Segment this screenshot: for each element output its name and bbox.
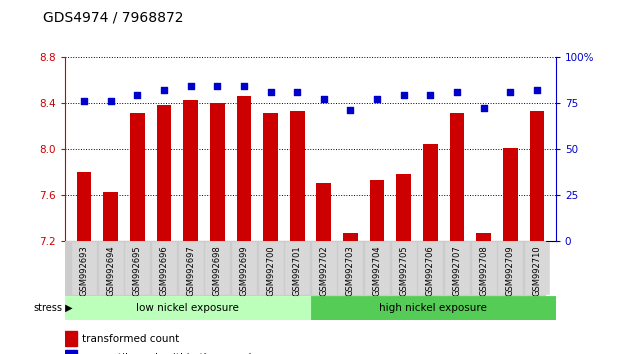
Bar: [285, 242, 309, 295]
Bar: [392, 242, 416, 295]
Point: [132, 92, 142, 98]
Text: GSM992701: GSM992701: [292, 245, 302, 296]
Text: GSM992697: GSM992697: [186, 245, 195, 296]
Bar: [370, 180, 384, 241]
Bar: [237, 96, 251, 241]
Text: GSM992708: GSM992708: [479, 245, 488, 296]
Point: [212, 83, 222, 89]
Text: GSM992710: GSM992710: [533, 245, 542, 296]
Bar: [445, 242, 469, 295]
Text: low nickel exposure: low nickel exposure: [137, 303, 239, 313]
Bar: [312, 242, 336, 295]
Bar: [130, 113, 145, 241]
Bar: [263, 113, 278, 241]
Text: GSM992698: GSM992698: [212, 245, 222, 296]
Text: high nickel exposure: high nickel exposure: [379, 303, 487, 313]
Text: GSM992700: GSM992700: [266, 245, 275, 296]
Bar: [103, 192, 118, 241]
Point: [106, 98, 116, 104]
Bar: [310, 296, 556, 320]
Bar: [125, 242, 149, 295]
Bar: [530, 111, 545, 241]
Text: GSM992699: GSM992699: [239, 245, 248, 296]
Bar: [317, 183, 331, 241]
Point: [79, 98, 89, 104]
Point: [266, 89, 276, 95]
Point: [345, 107, 355, 113]
Text: GSM992705: GSM992705: [399, 245, 409, 296]
Point: [372, 96, 382, 102]
Text: GSM992696: GSM992696: [160, 245, 168, 296]
Text: ▶: ▶: [62, 303, 73, 313]
Bar: [99, 242, 122, 295]
Bar: [65, 350, 78, 354]
Bar: [525, 242, 549, 295]
Bar: [183, 101, 198, 241]
Bar: [210, 103, 225, 241]
Text: transformed count: transformed count: [83, 333, 179, 344]
Bar: [499, 242, 522, 295]
Bar: [343, 233, 358, 241]
Bar: [72, 242, 96, 295]
Bar: [365, 242, 389, 295]
Text: GSM992695: GSM992695: [133, 245, 142, 296]
Bar: [450, 113, 465, 241]
Text: GDS4974 / 7968872: GDS4974 / 7968872: [43, 11, 184, 25]
Bar: [65, 331, 78, 346]
Text: GSM992709: GSM992709: [506, 245, 515, 296]
Bar: [152, 242, 176, 295]
Bar: [503, 148, 518, 241]
Bar: [178, 242, 202, 295]
Point: [452, 89, 462, 95]
Text: GSM992694: GSM992694: [106, 245, 115, 296]
Bar: [476, 233, 491, 241]
Point: [479, 105, 489, 111]
Text: percentile rank within the sample: percentile rank within the sample: [83, 353, 258, 354]
Point: [532, 87, 542, 93]
Text: GSM992707: GSM992707: [453, 245, 461, 296]
Point: [399, 92, 409, 98]
Bar: [472, 242, 496, 295]
Point: [425, 92, 435, 98]
Bar: [156, 105, 171, 241]
Bar: [205, 242, 229, 295]
Bar: [76, 172, 91, 241]
Bar: [258, 242, 283, 295]
Text: GSM992704: GSM992704: [373, 245, 382, 296]
Bar: [419, 242, 443, 295]
Bar: [338, 242, 363, 295]
Point: [239, 83, 249, 89]
Point: [505, 89, 515, 95]
Point: [159, 87, 169, 93]
Text: GSM992703: GSM992703: [346, 245, 355, 296]
Point: [186, 83, 196, 89]
Bar: [423, 144, 438, 241]
Bar: [65, 296, 310, 320]
Point: [292, 89, 302, 95]
Text: GSM992693: GSM992693: [79, 245, 88, 296]
Text: GSM992706: GSM992706: [426, 245, 435, 296]
Text: stress: stress: [33, 303, 62, 313]
Point: [319, 96, 329, 102]
Bar: [232, 242, 256, 295]
Bar: [396, 174, 411, 241]
Bar: [290, 111, 304, 241]
Text: GSM992702: GSM992702: [319, 245, 329, 296]
